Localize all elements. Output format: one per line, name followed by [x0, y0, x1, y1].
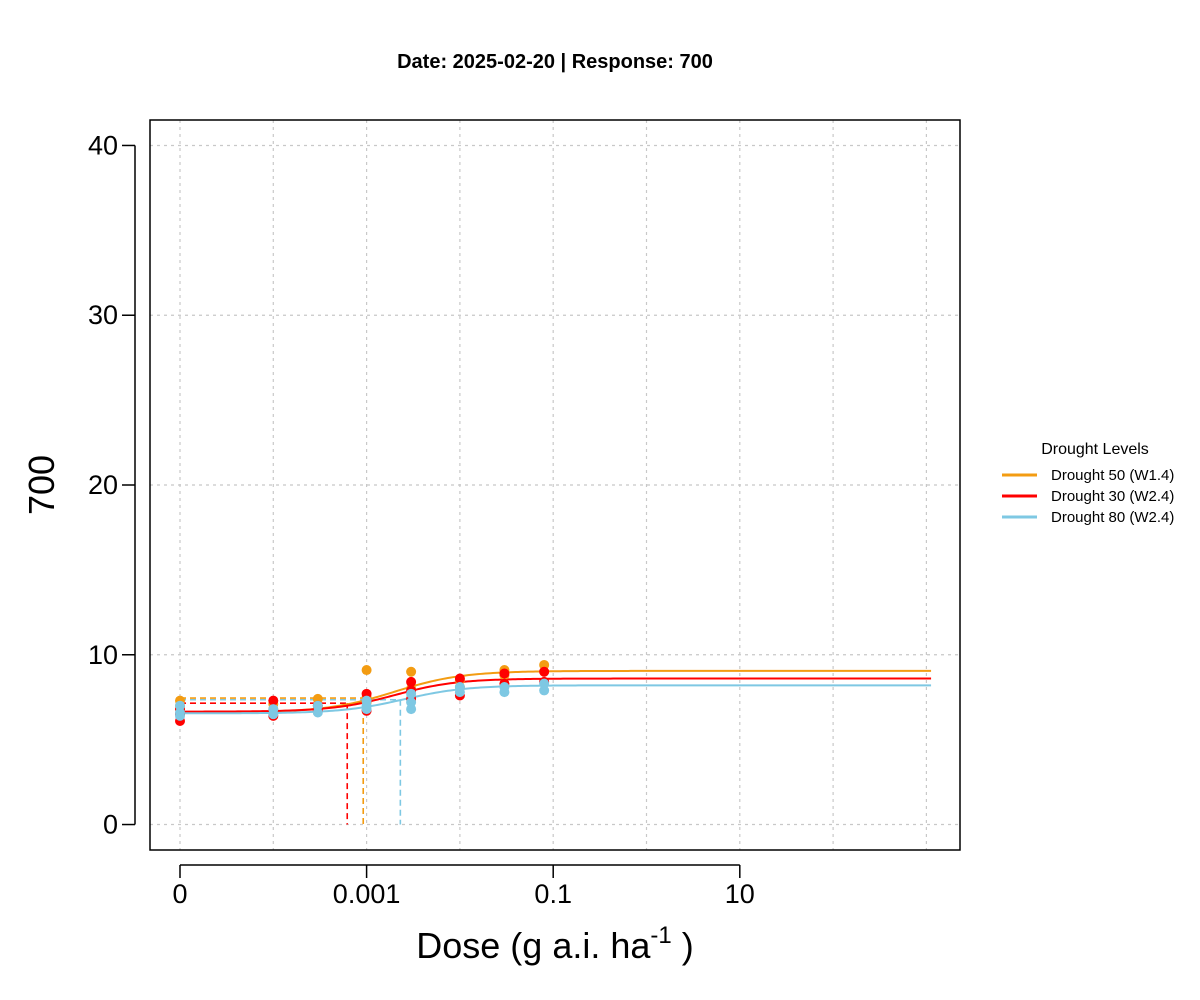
x-axis: 0 0.001 0.1 10 [172, 864, 755, 909]
data-point [406, 676, 417, 687]
y-axis: 0 10 20 30 40 [88, 130, 136, 840]
x-tick-label: 0 [172, 879, 187, 909]
fitted-curve [179, 677, 932, 713]
data-point [454, 687, 465, 698]
grid-lines [150, 120, 960, 850]
data-point [539, 685, 550, 696]
chart-title: Date: 2025-02-20 | Response: 700 [397, 51, 713, 73]
legend-title: Drought Levels [1041, 441, 1149, 458]
fitted-curve [179, 669, 932, 714]
data-point [268, 695, 279, 706]
data-points [175, 659, 550, 726]
legend-entry: Drought 50 (W1.4) [1051, 467, 1174, 484]
data-point [268, 709, 279, 720]
y-tick-label: 30 [88, 300, 118, 330]
data-point [406, 688, 417, 699]
y-tick-label: 10 [88, 640, 118, 670]
data-point [406, 704, 417, 715]
data-point [406, 666, 417, 677]
data-point [175, 710, 185, 721]
data-point [499, 687, 510, 698]
data-point [312, 707, 323, 718]
legend-entry: Drought 30 (W2.4) [1051, 488, 1174, 505]
fitted-curves [179, 669, 932, 715]
x-axis-label: Dose (g a.i. ha-1 ) [416, 922, 693, 966]
data-point [539, 666, 550, 677]
data-point [499, 668, 510, 679]
x-tick-label: 10 [725, 879, 755, 909]
fitted-curve [179, 684, 932, 715]
y-axis-label: 700 [21, 455, 62, 515]
plot-frame [149, 119, 961, 851]
y-tick-label: 0 [103, 810, 118, 840]
ed50-markers [180, 697, 402, 825]
data-point [454, 673, 465, 684]
legend: Drought Levels Drought 50 (W1.4) Drought … [1002, 441, 1174, 526]
x-tick-label: 0.001 [333, 879, 401, 909]
y-tick-label: 40 [88, 130, 118, 160]
data-point [361, 704, 372, 715]
x-tick-label: 0.1 [534, 879, 572, 909]
data-point [361, 665, 372, 676]
y-tick-label: 20 [88, 470, 118, 500]
legend-entry: Drought 80 (W2.4) [1051, 509, 1174, 526]
